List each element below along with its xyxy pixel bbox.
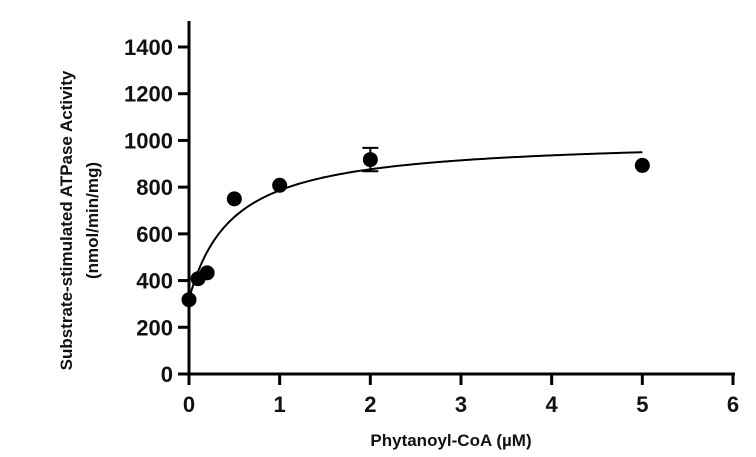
y-axis-title: Substrate-stimulated ATPase Activity bbox=[57, 70, 76, 370]
x-tick-label: 3 bbox=[455, 392, 467, 417]
y-tick-label: 1400 bbox=[124, 35, 173, 60]
y-tick-label: 1000 bbox=[124, 128, 173, 153]
y-axis-ticks: 0 200 400 600 800 1000 1200 1400 bbox=[124, 35, 189, 387]
data-points bbox=[181, 146, 650, 308]
data-point bbox=[199, 265, 215, 281]
y-tick-label: 0 bbox=[161, 362, 173, 387]
fit-curve bbox=[188, 151, 643, 300]
data-point bbox=[272, 177, 288, 193]
x-tick-label: 0 bbox=[183, 392, 195, 417]
y-tick-label: 1200 bbox=[124, 82, 173, 107]
data-point bbox=[362, 152, 378, 168]
y-tick-label: 600 bbox=[136, 222, 173, 247]
data-point bbox=[181, 292, 197, 308]
y-tick-label: 800 bbox=[136, 175, 173, 200]
y-tick-label: 400 bbox=[136, 269, 173, 294]
x-tick-label: 4 bbox=[546, 392, 559, 417]
x-axis-ticks: 0 1 2 3 4 5 6 bbox=[183, 374, 739, 417]
data-point bbox=[226, 191, 242, 207]
x-axis-title: Phytanoyl-CoA (µM) bbox=[370, 431, 531, 450]
y-axis-title-units: (nmol/min/mg) bbox=[83, 162, 102, 279]
x-tick-label: 6 bbox=[727, 392, 739, 417]
x-tick-label: 5 bbox=[636, 392, 648, 417]
x-tick-label: 2 bbox=[364, 392, 376, 417]
data-point bbox=[634, 157, 650, 173]
y-tick-label: 200 bbox=[136, 315, 173, 340]
x-tick-label: 1 bbox=[274, 392, 286, 417]
